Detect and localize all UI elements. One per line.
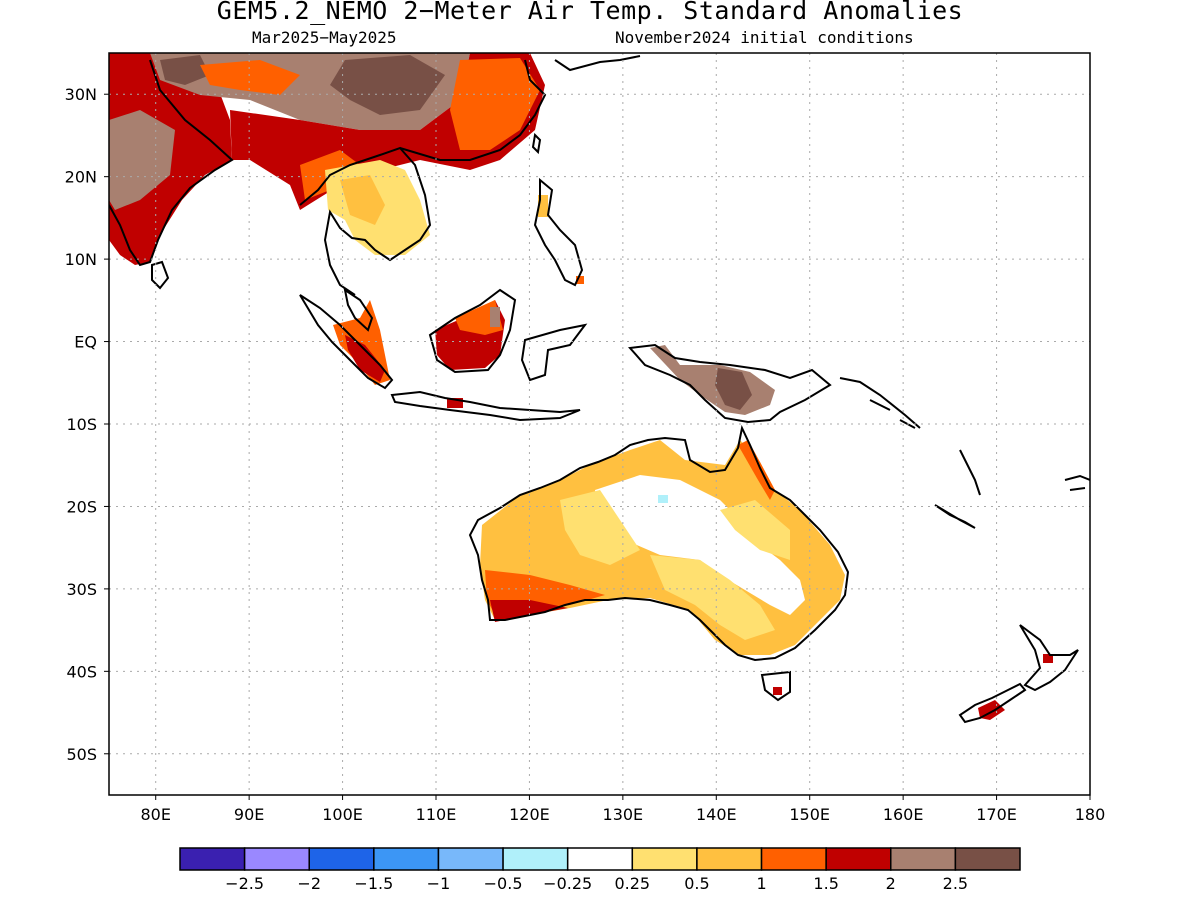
forecast-period: Mar2025−May2025 <box>252 28 397 47</box>
region-new-guinea <box>650 345 775 415</box>
coast-india <box>109 59 234 267</box>
region-philippines <box>538 195 548 217</box>
colorbar-label: 0.25 <box>614 874 650 893</box>
coast-solomons <box>839 377 921 429</box>
colorbar-label: 1.5 <box>813 874 838 893</box>
lat-label: 40S <box>66 662 97 681</box>
colorbar-label: 2 <box>886 874 896 893</box>
longitude-labels: 80E 90E 100E 110E 120E 130E 140E 150E 160E 170E 18… <box>140 795 1105 824</box>
region-tibet-dark <box>330 55 445 115</box>
region-borneo-brown <box>490 307 500 327</box>
colorbar-swatch <box>179 847 246 871</box>
colorbar-swatch <box>631 847 698 871</box>
map-grid <box>109 53 1090 795</box>
lon-label: 120E <box>509 805 550 824</box>
region-china-orange <box>450 58 540 150</box>
colorbar-swatch <box>373 847 440 871</box>
coast-sulawesi <box>520 323 588 382</box>
lon-label: 80E <box>140 805 170 824</box>
lat-label: 10S <box>66 415 97 434</box>
lon-label: 180 <box>1075 805 1106 824</box>
region-australia-interior <box>595 475 805 615</box>
coast-korea-japan <box>554 55 641 72</box>
lat-label: 30N <box>65 85 97 104</box>
lon-label: 130E <box>603 805 644 824</box>
region-ne-australia-orange <box>738 440 775 500</box>
coast-borneo <box>428 288 517 374</box>
colorbar-label: −0.5 <box>484 874 523 893</box>
lon-label: 90E <box>234 805 264 824</box>
coast-australia <box>468 424 850 662</box>
coast-fiji <box>1064 474 1090 491</box>
map-title: GEM5.2_NEMO 2−Meter Air Temp. Standard A… <box>216 0 964 25</box>
lat-label: 10N <box>65 250 97 269</box>
coast-sri-lanka <box>151 260 170 290</box>
lat-label: EQ <box>74 333 97 352</box>
coast-philippines <box>533 177 584 287</box>
coast-china <box>399 59 547 161</box>
colorbar-swatch <box>760 847 827 871</box>
lon-label: 150E <box>789 805 830 824</box>
colorbar-swatch <box>825 847 892 871</box>
coast-tasmania <box>760 670 791 702</box>
region-china-orange-2 <box>200 60 300 95</box>
latitude-labels: 30N 20N 10N EQ 10S 20S 30S 40S 50S <box>65 85 109 764</box>
coast-vanuatu <box>959 449 981 496</box>
colorbar-swatch <box>566 847 634 871</box>
colorbar-swatch <box>890 847 957 871</box>
region-philippines-2 <box>576 276 584 284</box>
colorbar-swatch <box>954 847 1021 871</box>
colorbar-label: −2.5 <box>225 874 264 893</box>
colorbar-label: 1 <box>756 874 766 893</box>
region-australia-yellow-2 <box>650 555 775 640</box>
region-sumatra-red <box>345 335 385 382</box>
colorbar-label: −0.25 <box>543 874 592 893</box>
region-tasmania <box>773 687 782 695</box>
lon-label: 160E <box>883 805 924 824</box>
lat-label: 30S <box>66 580 97 599</box>
region-australia-blue <box>658 495 668 503</box>
colorbar <box>179 847 1021 871</box>
lon-label: 100E <box>322 805 363 824</box>
lon-label: 170E <box>976 805 1017 824</box>
coast-taiwan <box>531 132 542 155</box>
region-tibet-dark-2 <box>160 55 210 85</box>
lat-label: 20S <box>66 497 97 516</box>
region-nz-north <box>1043 654 1053 663</box>
colorbar-swatch <box>308 847 375 871</box>
colorbar-swatch <box>502 847 569 871</box>
region-indochina-orange <box>340 175 385 225</box>
colorbar-label: −2 <box>297 874 321 893</box>
colorbar-label: 2.5 <box>943 874 968 893</box>
lat-label: 20N <box>65 168 97 187</box>
region-australia-yellow-1 <box>560 490 640 565</box>
lon-label: 110E <box>416 805 457 824</box>
coast-nz-south <box>958 682 1027 724</box>
region-java <box>447 398 463 408</box>
colorbar-label: −1 <box>427 874 451 893</box>
region-sw-australia-red <box>490 600 568 622</box>
region-india-brown <box>109 110 175 210</box>
coast-new-caledonia <box>934 504 976 529</box>
region-australia-yellow-3 <box>720 500 790 560</box>
lat-label: 50S <box>66 745 97 764</box>
lon-label: 140E <box>696 805 737 824</box>
colorbar-swatch <box>696 847 763 871</box>
colorbar-labels: −2.5 −2 −1.5 −1 −0.5 −0.25 0.25 0.5 1 1.5 2 2.5 <box>225 874 968 893</box>
colorbar-swatch <box>243 847 310 871</box>
colorbar-label: −1.5 <box>354 874 393 893</box>
coast-sumatra <box>299 294 394 390</box>
coast-new-guinea <box>627 343 832 424</box>
coast-nz-north <box>1019 624 1079 692</box>
coast-java <box>390 390 581 422</box>
initial-conditions: November2024 initial conditions <box>615 28 914 47</box>
region-new-guinea-dark <box>715 368 752 410</box>
coast-indochina <box>299 146 432 296</box>
coast-malaya <box>343 287 374 332</box>
colorbar-label: 0.5 <box>684 874 709 893</box>
colorbar-swatch <box>437 847 504 871</box>
